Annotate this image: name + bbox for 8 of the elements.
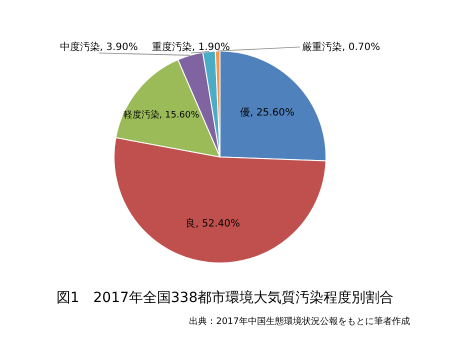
slice-label: 中度汚染, 3.90% — [60, 41, 138, 53]
slice-label: 重度汚染, 1.90% — [152, 41, 230, 53]
text: 図1 2017年全国338都市環境大気質汚染程度別割合 — [56, 290, 394, 306]
slice-label: 優, 25.60% — [240, 107, 295, 118]
source-note: 出典：2017年中国生態環境状況公報をもとに筆者作成 — [189, 316, 410, 327]
slice-label: 軽度汚染, 15.60% — [123, 109, 200, 120]
slice-label: 良, 52.40% — [186, 217, 240, 230]
slice-label: 厳重汚染, 0.70% — [302, 41, 380, 53]
